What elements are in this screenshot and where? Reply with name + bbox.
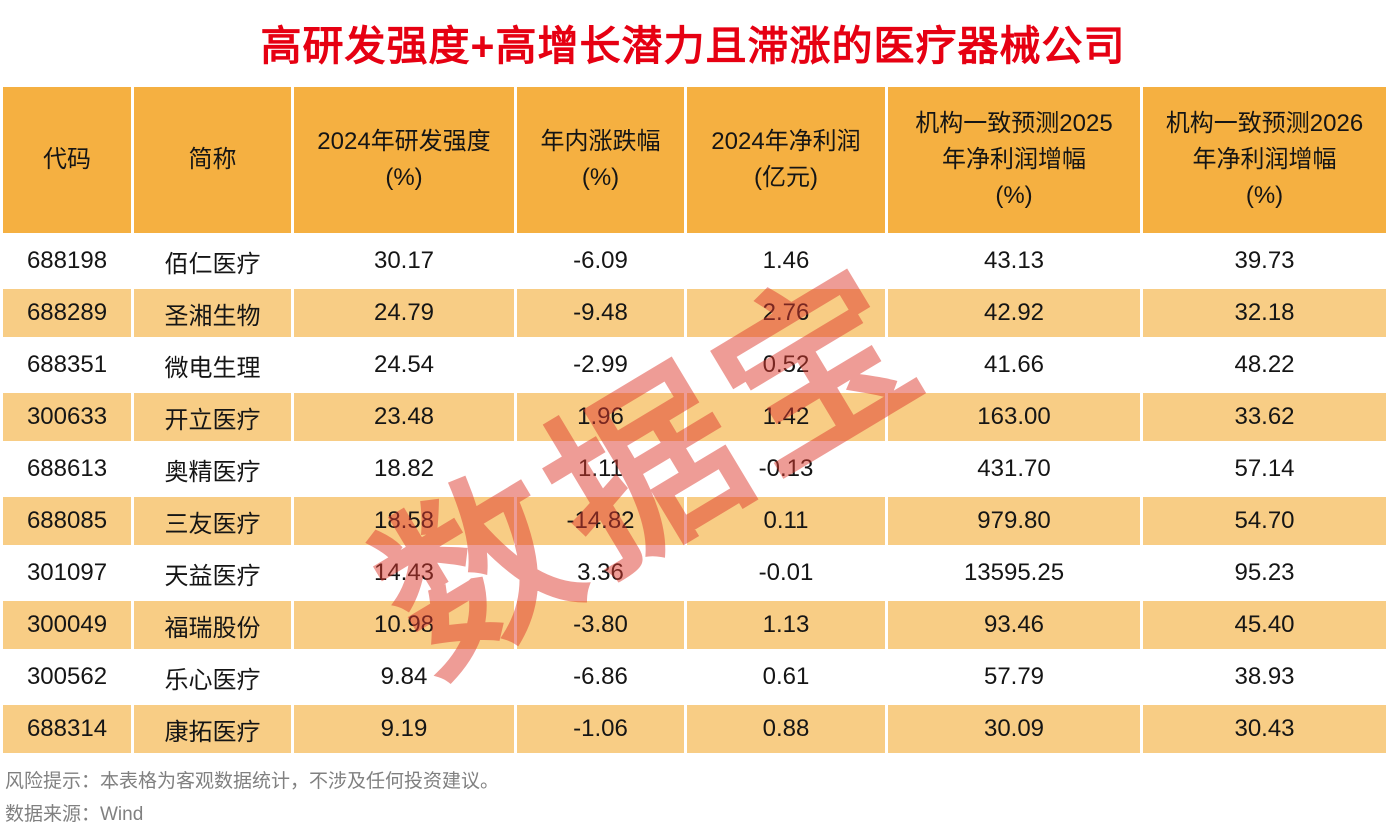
table-cell: 48.22 [1140, 337, 1386, 393]
table-cell: 三友医疗 [131, 493, 294, 549]
table-cell: 10.98 [291, 597, 517, 653]
table-cell: 57.14 [1140, 441, 1386, 497]
table-header: 代码 简称 2024年研发强度 (%) 年内涨跌幅 (%) 2024年净利润 (亿元) 机… [0, 84, 1386, 237]
table-cell: 开立医疗 [131, 389, 294, 445]
table-row: 300049 福瑞股份 10.98 -3.80 1.13 93.46 45.40 [0, 597, 1386, 653]
table-cell: 93.46 [885, 597, 1143, 653]
table-cell: 39.73 [1140, 233, 1386, 289]
table-cell: 0.52 [684, 337, 888, 393]
table-row: 688289 圣湘生物 24.79 -9.48 2.76 42.92 32.18 [0, 285, 1386, 341]
table-cell: 38.93 [1140, 649, 1386, 705]
table-row: 300562 乐心医疗 9.84 -6.86 0.61 57.79 38.93 [0, 649, 1386, 705]
table-row: 301097 天益医疗 14.43 3.36 -0.01 13595.25 95.23 [0, 545, 1386, 601]
table-cell: 1.96 [514, 389, 687, 445]
table-cell: 979.80 [885, 493, 1143, 549]
table-cell: -3.80 [514, 597, 687, 653]
table-row: 300633 开立医疗 23.48 1.96 1.42 163.00 33.62 [0, 389, 1386, 445]
table-cell: 1.13 [684, 597, 888, 653]
table-row: 688613 奥精医疗 18.82 1.11 -0.13 431.70 57.14 [0, 441, 1386, 497]
table-cell: 301097 [0, 545, 134, 601]
table-row: 688085 三友医疗 18.58 -14.82 0.11 979.80 54.70 [0, 493, 1386, 549]
table-cell: -6.09 [514, 233, 687, 289]
table-cell: 奥精医疗 [131, 441, 294, 497]
table-cell: -9.48 [514, 285, 687, 341]
table-cell: 23.48 [291, 389, 517, 445]
table-cell: 1.11 [514, 441, 687, 497]
table-cell: 54.70 [1140, 493, 1386, 549]
table-cell: 3.36 [514, 545, 687, 601]
table-row: 688198 佰仁医疗 30.17 -6.09 1.46 43.13 39.73 [0, 233, 1386, 289]
table-body: 688198 佰仁医疗 30.17 -6.09 1.46 43.13 39.73 688289… [0, 233, 1386, 757]
table-cell: 18.82 [291, 441, 517, 497]
table-cell: 688198 [0, 233, 134, 289]
header-cell: 年内涨跌幅 (%) [514, 84, 687, 237]
data-source: 数据来源：Wind [5, 804, 144, 825]
table-cell: 18.58 [291, 493, 517, 549]
table-cell: 42.92 [885, 285, 1143, 341]
table-cell: -14.82 [514, 493, 687, 549]
table-cell: 0.11 [684, 493, 888, 549]
table-cell: 14.43 [291, 545, 517, 601]
header-row: 代码 简称 2024年研发强度 (%) 年内涨跌幅 (%) 2024年净利润 (亿元) 机… [0, 84, 1386, 237]
table-cell: 95.23 [1140, 545, 1386, 601]
header-cell: 机构一致预测2026 年净利润增幅 (%) [1140, 84, 1386, 237]
table-cell: 福瑞股份 [131, 597, 294, 653]
risk-note: 风险提示：本表格为客观数据统计，不涉及任何投资建议。 [5, 771, 500, 792]
table-cell: 天益医疗 [131, 545, 294, 601]
table-cell: 41.66 [885, 337, 1143, 393]
table-cell: 45.40 [1140, 597, 1386, 653]
table-cell: 688351 [0, 337, 134, 393]
header-cell: 代码 [0, 84, 134, 237]
table-cell: -6.86 [514, 649, 687, 705]
table-cell: 1.42 [684, 389, 888, 445]
table-cell: 688314 [0, 701, 134, 757]
table-cell: 9.84 [291, 649, 517, 705]
table-cell: 24.79 [291, 285, 517, 341]
table-cell: 圣湘生物 [131, 285, 294, 341]
table-cell: 微电生理 [131, 337, 294, 393]
table-cell: 佰仁医疗 [131, 233, 294, 289]
table-cell: 30.43 [1140, 701, 1386, 757]
table-cell: 688289 [0, 285, 134, 341]
table-cell: 300633 [0, 389, 134, 445]
table-cell: 2.76 [684, 285, 888, 341]
table-cell: 688085 [0, 493, 134, 549]
table-cell: 43.13 [885, 233, 1143, 289]
data-table: 代码 简称 2024年研发强度 (%) 年内涨跌幅 (%) 2024年净利润 (亿元) 机… [0, 84, 1386, 757]
page-title: 高研发强度+高增长潜力且滞涨的医疗器械公司 [260, 23, 1126, 69]
table-cell: 33.62 [1140, 389, 1386, 445]
footer: 风险提示：本表格为客观数据统计，不涉及任何投资建议。 数据来源：Wind [5, 765, 1386, 831]
table-cell: 乐心医疗 [131, 649, 294, 705]
table-cell: -1.06 [514, 701, 687, 757]
table-cell: 康拓医疗 [131, 701, 294, 757]
table-row: 688351 微电生理 24.54 -2.99 0.52 41.66 48.22 [0, 337, 1386, 393]
table-cell: 30.17 [291, 233, 517, 289]
table-cell: 163.00 [885, 389, 1143, 445]
table-cell: 30.09 [885, 701, 1143, 757]
table-cell: 32.18 [1140, 285, 1386, 341]
header-cell: 2024年研发强度 (%) [291, 84, 517, 237]
table-cell: 13595.25 [885, 545, 1143, 601]
header-cell: 机构一致预测2025 年净利润增幅 (%) [885, 84, 1143, 237]
table-row: 688314 康拓医疗 9.19 -1.06 0.88 30.09 30.43 [0, 701, 1386, 757]
table-cell: 1.46 [684, 233, 888, 289]
table-cell: 688613 [0, 441, 134, 497]
table-cell: 300049 [0, 597, 134, 653]
table-cell: 300562 [0, 649, 134, 705]
table-cell: -0.13 [684, 441, 888, 497]
header-cell: 简称 [131, 84, 294, 237]
table-cell: 57.79 [885, 649, 1143, 705]
table-cell: 0.61 [684, 649, 888, 705]
table-cell: -0.01 [684, 545, 888, 601]
table-cell: 24.54 [291, 337, 517, 393]
table-cell: 431.70 [885, 441, 1143, 497]
table-cell: -2.99 [514, 337, 687, 393]
table-cell: 9.19 [291, 701, 517, 757]
table-cell: 0.88 [684, 701, 888, 757]
header-cell: 2024年净利润 (亿元) [684, 84, 888, 237]
